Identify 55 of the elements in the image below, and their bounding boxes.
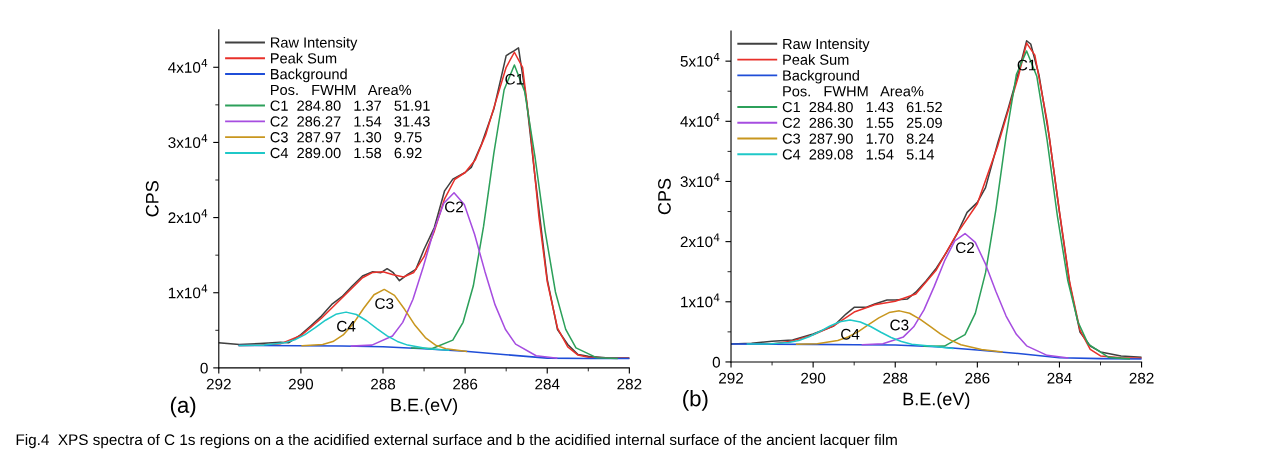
y-tick-label: 1x10$^{4}$ — [168, 284, 208, 299]
annotation: C2 — [956, 242, 975, 254]
legend-label: C4 289.00 1.58 6.92 — [270, 147, 422, 159]
text: (b) — [683, 390, 708, 411]
y-tick-label: 5x10$^{4}$ — [680, 52, 720, 67]
legend-label: Raw Intensity — [783, 38, 870, 52]
annotation: C3 — [375, 298, 394, 309]
x-tick-label: 288 — [883, 372, 908, 384]
x-tick-label: 292 — [719, 372, 743, 384]
annotation: C3 — [890, 319, 909, 331]
line-series — [301, 288, 468, 353]
x-tick-label: 282 — [617, 378, 642, 390]
legend-label: Peak Sum — [271, 52, 337, 64]
y-tick-label: 4x10$^{4}$ — [168, 59, 208, 73]
text: (a) — [170, 396, 196, 418]
legend-label: C1 284.80 1.37 51.91 — [270, 100, 430, 111]
legend-label: C4 289.08 1.54 5.14 — [782, 149, 935, 160]
y-tick-label: 1x10$^{4}$ — [681, 293, 720, 308]
legend-title: Pos. FWHM Area% — [271, 84, 412, 96]
legend-label: C1 284.80 1.43 61.52 — [782, 101, 942, 113]
y-tick-label: 3x10$^{4}$ — [680, 173, 720, 188]
legend-label: C2 286.30 1.55 25.09 — [782, 117, 942, 128]
x-tick-label: 282 — [1129, 372, 1154, 384]
legend-label: C3 287.90 1.70 8.24 — [782, 133, 935, 144]
y-axis-title: CPS — [658, 178, 671, 215]
y-axis-title: CPS — [145, 181, 159, 217]
legend-title: Pos. FWHM Area% — [783, 86, 924, 97]
x-tick-label: 292 — [206, 378, 231, 390]
legend-label: C3 287.97 1.30 9.75 — [270, 132, 422, 143]
legend-label: C2 286.27 1.54 31.43 — [270, 116, 430, 127]
annotation: C2 — [445, 201, 464, 213]
legend-label: Background — [271, 68, 347, 83]
y-tick-label: 2x10$^{4}$ — [680, 233, 720, 248]
x-tick-label: 284 — [535, 378, 560, 390]
line-series — [861, 232, 1069, 359]
x-tick-label: 290 — [288, 378, 314, 390]
x-tick-label: 286 — [965, 372, 990, 384]
line-series — [746, 319, 954, 350]
x-tick-label: 286 — [453, 378, 478, 390]
caption: Fig.4 XPS spectra of C 1s regions on a the acidified external surface and b the acidified internal surface of the ancient lacquer film — [16, 433, 897, 449]
legend-label: Raw Intensity — [271, 37, 358, 51]
x-axis-title: B.E.(eV) — [903, 392, 970, 409]
x-axis-title: B.E.(eV) — [391, 398, 458, 415]
y-tick-label: 0 — [712, 356, 720, 368]
x-tick-label: 290 — [801, 372, 826, 384]
line-series — [795, 310, 1003, 353]
legend-label: Peak Sum — [783, 54, 849, 65]
x-tick-label: 284 — [1047, 372, 1072, 384]
legend-label: Background — [783, 69, 859, 84]
y-tick-label: 2x10$^{4}$ — [168, 209, 208, 224]
x-tick-label: 288 — [371, 378, 396, 390]
y-tick-label: 4x10$^{4}$ — [680, 113, 720, 127]
line-series — [238, 311, 450, 352]
y-tick-label: 0 — [200, 362, 208, 374]
y-tick-label: 3x10$^{4}$ — [168, 134, 208, 149]
